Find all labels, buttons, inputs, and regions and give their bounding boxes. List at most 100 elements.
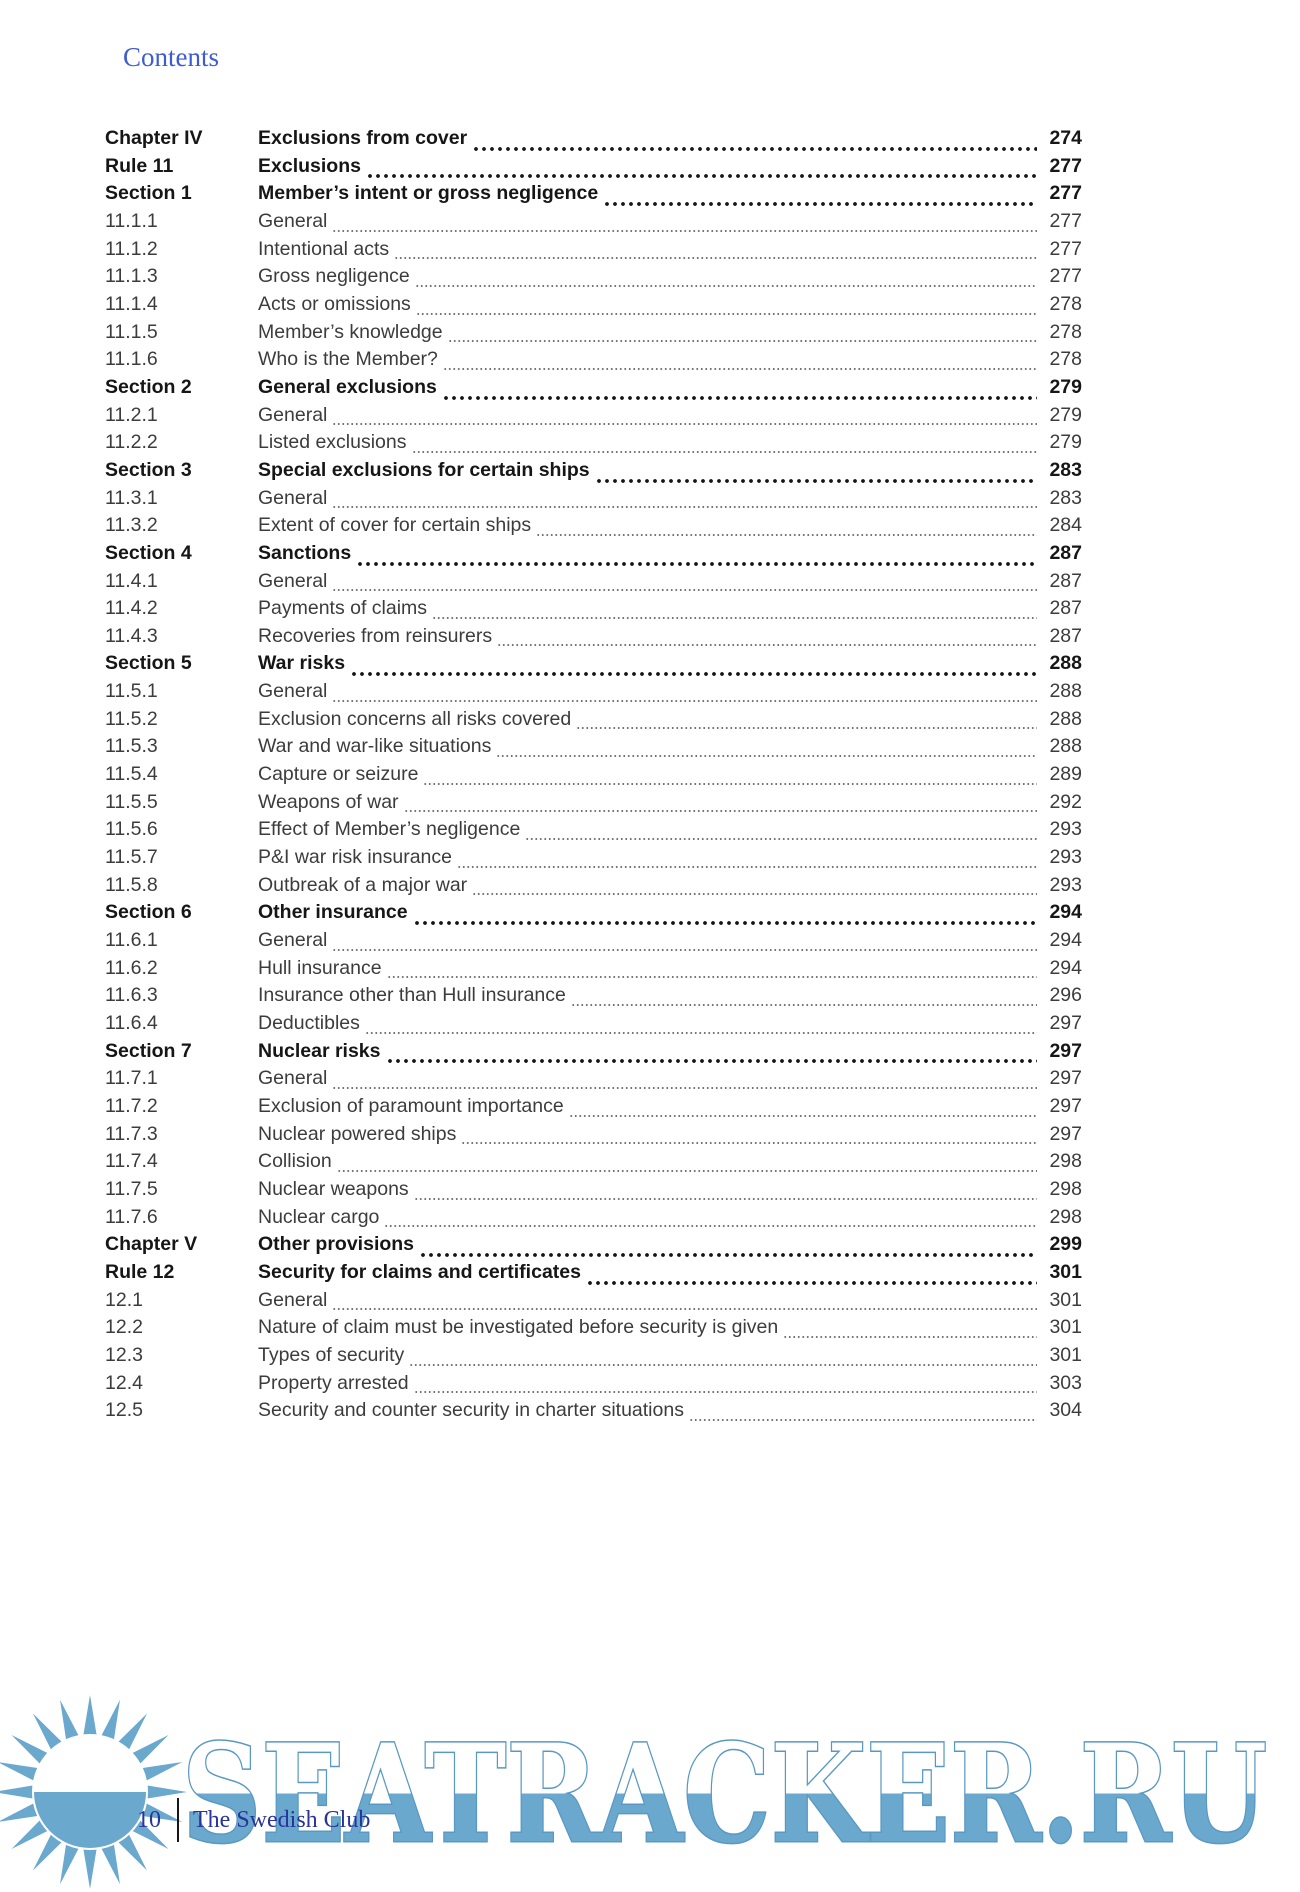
dot-leader bbox=[568, 1111, 1037, 1120]
dot-leader bbox=[585, 1278, 1037, 1287]
dot-leader bbox=[350, 670, 1037, 679]
toc-row-page: 294 bbox=[1049, 901, 1082, 924]
toc-row: 11.6.1 General 294 bbox=[105, 929, 1082, 957]
toc-row: 11.5.5 Weapons of war 292 bbox=[105, 791, 1082, 819]
dot-leader bbox=[365, 172, 1037, 181]
toc-row: Rule 12 Security for claims and certifica… bbox=[105, 1261, 1082, 1289]
dot-leader bbox=[536, 530, 1037, 539]
toc-row-label: 11.5.2 bbox=[105, 707, 158, 730]
toc-row-title: Recoveries from reinsurers bbox=[258, 624, 493, 647]
toc-row: 11.4.2 Payments of claims 287 bbox=[105, 597, 1082, 625]
toc-row-page: 277 bbox=[1049, 237, 1082, 260]
toc-row-title: Sanctions bbox=[258, 541, 352, 564]
toc-row: 11.2.1 General 279 bbox=[105, 404, 1082, 432]
toc-row: Section 7 Nuclear risks 297 bbox=[105, 1040, 1082, 1068]
dot-leader bbox=[570, 1001, 1037, 1009]
toc-row-label: 12.1 bbox=[105, 1288, 143, 1311]
toc-row-label: Section 5 bbox=[105, 652, 192, 675]
toc-row: 11.1.3 Gross negligence 277 bbox=[105, 265, 1082, 293]
toc-row-page: 297 bbox=[1049, 1012, 1082, 1034]
toc-row-page: 279 bbox=[1049, 403, 1082, 426]
dot-leader bbox=[525, 835, 1037, 844]
toc-row-page: 279 bbox=[1049, 431, 1082, 454]
toc-row-page: 296 bbox=[1049, 984, 1082, 1007]
toc-row-page: 304 bbox=[1049, 1399, 1082, 1422]
toc-row: 12.4 Property arrested 303 bbox=[105, 1372, 1082, 1400]
toc-row-title: Member’s intent or gross negligence bbox=[258, 182, 599, 205]
dot-leader bbox=[472, 144, 1037, 153]
toc-row-label: 11.7.1 bbox=[105, 1067, 158, 1090]
toc-row-page: 301 bbox=[1049, 1288, 1082, 1311]
toc-row-page: 287 bbox=[1049, 624, 1082, 647]
dot-leader bbox=[411, 447, 1037, 456]
toc-row: 11.1.4 Acts or omissions 278 bbox=[105, 293, 1082, 321]
toc-row-page: 288 bbox=[1049, 707, 1082, 730]
toc-row-page: 278 bbox=[1049, 348, 1082, 371]
dot-leader bbox=[419, 1250, 1037, 1259]
toc-row: Section 3 Special exclusions for certain … bbox=[105, 459, 1082, 487]
toc-row: 12.5 Security and counter security in cha… bbox=[105, 1399, 1082, 1427]
toc-row-page: 283 bbox=[1049, 486, 1082, 509]
toc-row-label: Rule 12 bbox=[105, 1260, 175, 1283]
toc-row: 11.6.4 Deductibles 297 bbox=[105, 1012, 1082, 1040]
toc-row: Section 1 Member’s intent or gross neglig… bbox=[105, 182, 1082, 210]
toc-row: 11.2.2 Listed exclusions 279 bbox=[105, 431, 1082, 459]
dot-leader bbox=[415, 309, 1037, 318]
toc-row-label: 11.3.1 bbox=[105, 486, 158, 509]
toc-row-title: Effect of Member’s negligence bbox=[258, 818, 521, 841]
toc-row: Section 5 War risks 288 bbox=[105, 652, 1082, 680]
dot-leader bbox=[413, 1388, 1037, 1397]
toc-row: 11.1.6 Who is the Member? 278 bbox=[105, 348, 1082, 376]
toc-row-page: 293 bbox=[1049, 873, 1082, 896]
sun-lower-half bbox=[34, 1792, 146, 1848]
toc-row-title: P&I war risk insurance bbox=[258, 846, 452, 869]
toc-row-title: General bbox=[258, 1288, 328, 1311]
footer-divider bbox=[177, 1798, 179, 1842]
toc-row-title: Payments of claims bbox=[258, 597, 428, 620]
toc-row-title: Nuclear risks bbox=[258, 1039, 381, 1062]
toc-row-label: 11.1.2 bbox=[105, 237, 158, 260]
dot-leader bbox=[332, 1083, 1037, 1092]
toc-row-title: General bbox=[258, 486, 328, 509]
toc-row-title: Nuclear weapons bbox=[258, 1177, 409, 1200]
toc-row: 11.4.3 Recoveries from reinsurers 287 bbox=[105, 625, 1082, 653]
toc-row-label: 11.7.2 bbox=[105, 1094, 158, 1117]
toc-row-label: 11.1.3 bbox=[105, 265, 158, 288]
toc-row-label: Chapter V bbox=[105, 1233, 198, 1256]
toc-row-label: 11.6.2 bbox=[105, 956, 158, 979]
dot-leader bbox=[594, 476, 1037, 485]
toc-row-title: General bbox=[258, 1067, 328, 1090]
toc-row-label: 12.4 bbox=[105, 1371, 143, 1394]
toc-row: 11.3.2 Extent of cover for certain ships 2… bbox=[105, 514, 1082, 542]
dot-leader bbox=[603, 199, 1037, 208]
dot-leader bbox=[332, 945, 1037, 954]
toc-row-title: Exclusions from cover bbox=[258, 127, 468, 149]
toc-row-title: Security for claims and certificates bbox=[258, 1260, 581, 1283]
toc-row-title: General exclusions bbox=[258, 375, 437, 398]
toc-row-page: 283 bbox=[1049, 458, 1082, 481]
toc-row: 11.1.5 Member’s knowledge 278 bbox=[105, 321, 1082, 349]
toc-row-title: Types of security bbox=[258, 1343, 405, 1366]
toc-row-label: Section 4 bbox=[105, 541, 192, 564]
toc-row-label: 11.6.4 bbox=[105, 1012, 158, 1034]
dot-leader bbox=[496, 752, 1037, 761]
toc-row-page: 289 bbox=[1049, 763, 1082, 786]
table-of-contents: Chapter IV Exclusions from cover 274 Rule 1… bbox=[105, 127, 1082, 1427]
toc-row: 11.3.1 General 283 bbox=[105, 487, 1082, 515]
toc-row-title: Extent of cover for certain ships bbox=[258, 514, 532, 537]
toc-row-label: Section 3 bbox=[105, 458, 192, 481]
toc-row-page: 288 bbox=[1049, 652, 1082, 675]
toc-row-page: 292 bbox=[1049, 790, 1082, 813]
toc-row-page: 279 bbox=[1049, 375, 1082, 398]
toc-row-page: 303 bbox=[1049, 1371, 1082, 1394]
toc-row-title: Insurance other than Hull insurance bbox=[258, 984, 566, 1007]
toc-row: Section 6 Other insurance 294 bbox=[105, 901, 1082, 929]
toc-row-page: 287 bbox=[1049, 597, 1082, 620]
toc-row-page: 293 bbox=[1049, 818, 1082, 841]
toc-row-label: 12.2 bbox=[105, 1316, 143, 1339]
toc-row-label: 11.3.2 bbox=[105, 514, 158, 537]
toc-row-page: 277 bbox=[1049, 182, 1082, 205]
toc-row-page: 274 bbox=[1049, 127, 1082, 149]
toc-row-page: 288 bbox=[1049, 680, 1082, 703]
toc-row-label: Rule 11 bbox=[105, 154, 174, 177]
